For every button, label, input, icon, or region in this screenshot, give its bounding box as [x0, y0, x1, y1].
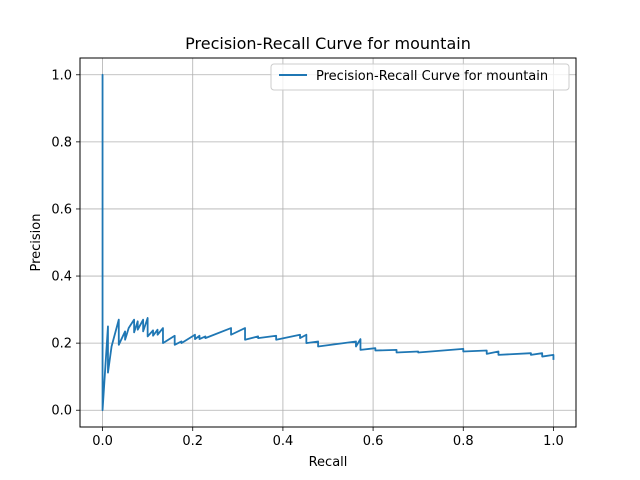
y-tick-label: 0.4	[51, 270, 72, 285]
chart-title: Precision-Recall Curve for mountain	[185, 34, 471, 53]
axis-ticks: 0.0 0.2 0.4 0.6 0.8 1.0 0.0 0.2 0.4 0.6 0.8 1.0	[51, 68, 563, 449]
x-tick-label: 0.0	[92, 434, 113, 449]
legend-box	[270, 63, 570, 91]
x-tick-label: 0.6	[363, 434, 384, 449]
x-tick-label: 0.2	[182, 434, 203, 449]
legend-label: Precision-Recall Curve for mountain	[316, 69, 548, 84]
x-axis-label: Recall	[309, 455, 348, 470]
legend: Precision-Recall Curve for mountain	[270, 63, 570, 91]
pr-curve-line	[101, 73, 555, 412]
y-tick-label: 1.0	[51, 68, 72, 83]
x-tick-label: 1.0	[543, 434, 564, 449]
y-tick-label: 0.6	[51, 202, 72, 217]
series-layer	[101, 73, 555, 412]
plot-frame	[79, 57, 577, 428]
y-axis-label: Precision	[29, 213, 44, 271]
y-tick-label: 0.0	[51, 404, 72, 419]
x-tick-label: 0.8	[453, 434, 474, 449]
y-tick-label: 0.8	[51, 135, 72, 150]
x-tick-label: 0.4	[273, 434, 294, 449]
y-tick-label: 0.2	[51, 337, 72, 352]
